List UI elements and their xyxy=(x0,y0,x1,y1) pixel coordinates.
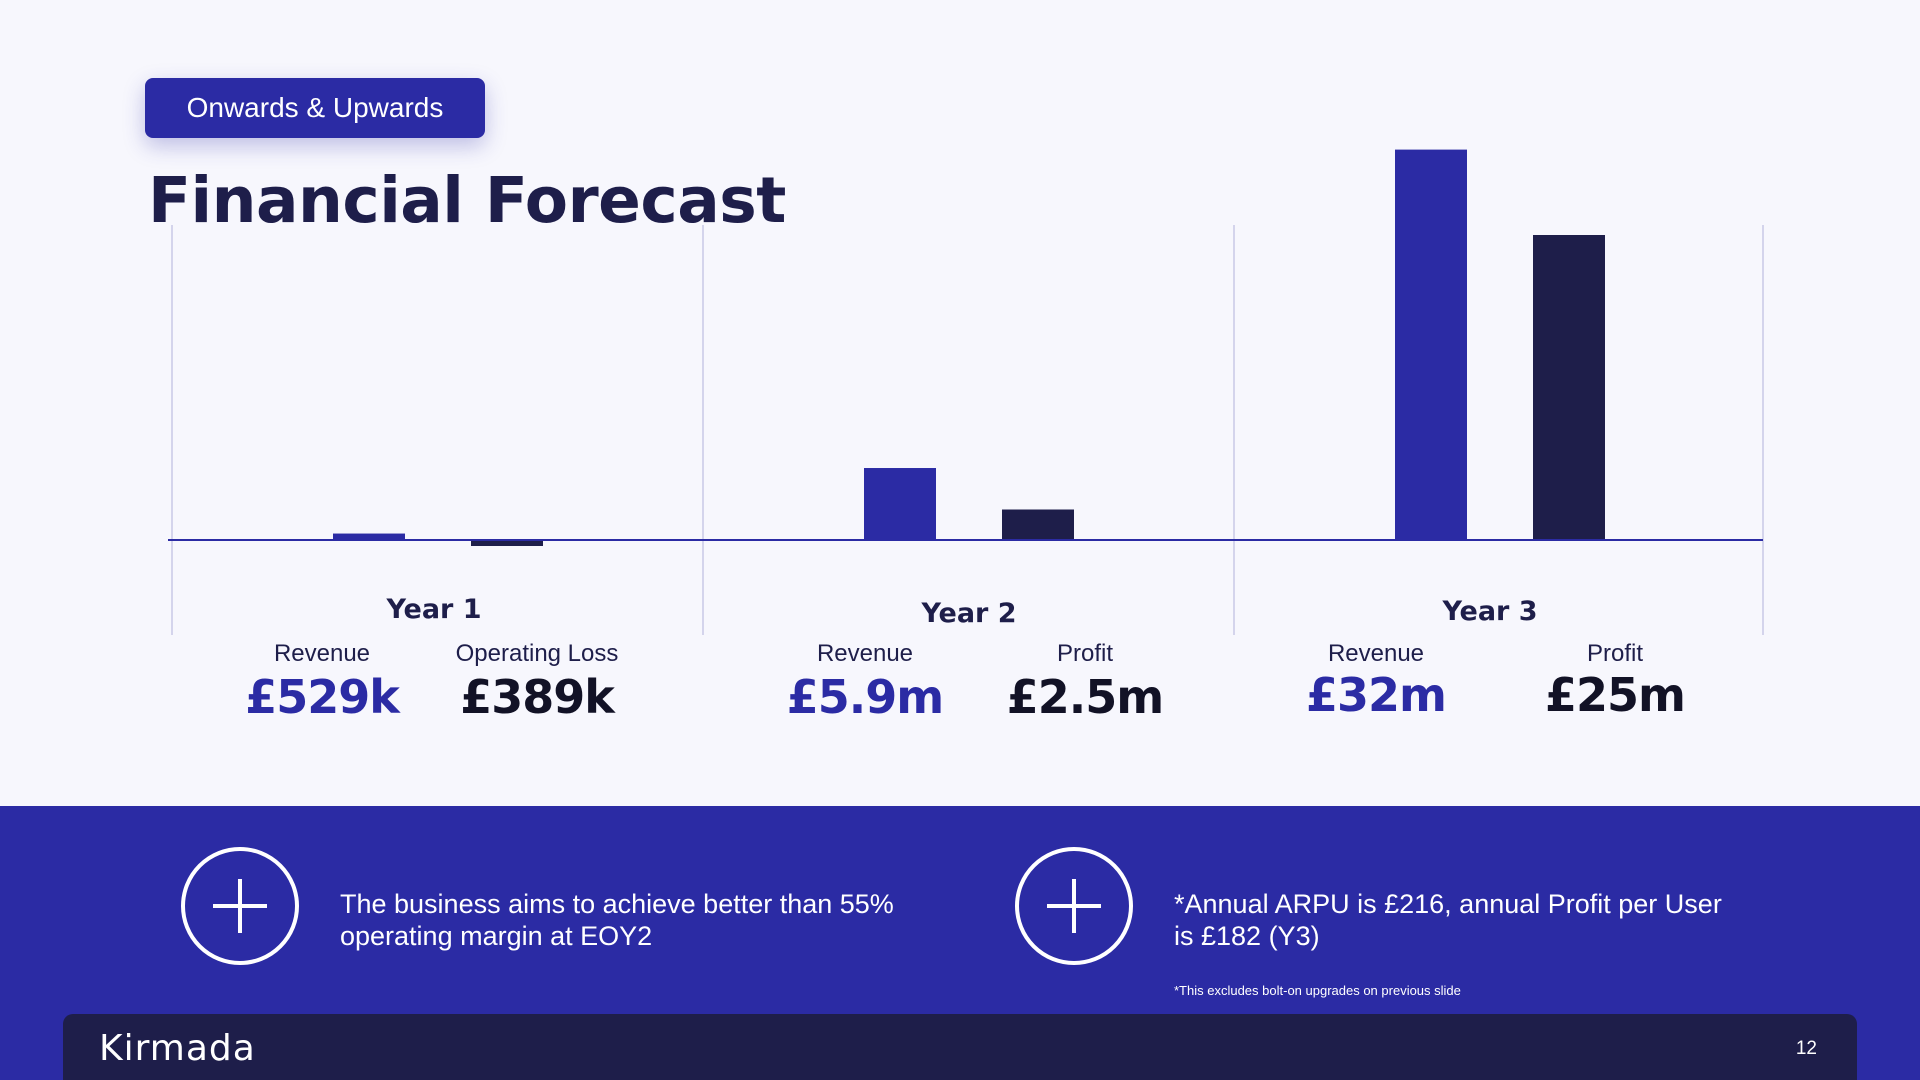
page-title: Financial Forecast xyxy=(148,164,786,237)
footnote: *This excludes bolt-on upgrades on previ… xyxy=(1174,983,1461,998)
bar-profit-year-2 xyxy=(1002,509,1074,540)
metric-label: Operating Loss xyxy=(455,640,619,667)
year-label: Year 3 xyxy=(1442,596,1538,627)
bar-profit-year-1 xyxy=(471,540,543,546)
kirmada-logo: Kirmada xyxy=(99,1028,256,1069)
logo-text: Kirmada xyxy=(99,1028,256,1069)
year-label: Year 1 xyxy=(386,594,482,625)
metric-value: £389k xyxy=(460,670,615,724)
financial-forecast-chart xyxy=(168,149,1764,635)
bar-profit-year-3 xyxy=(1533,235,1605,540)
section-tag: Onwards & Upwards xyxy=(145,78,485,138)
metric-label: Profit xyxy=(1586,640,1644,667)
page-number: 12 xyxy=(1795,1038,1817,1059)
metric-value: £25m xyxy=(1545,668,1686,722)
plus-circle-icon xyxy=(1015,847,1133,965)
note-arpu: *Annual ARPU is £216, annual Profit per … xyxy=(1174,889,1722,951)
footer-bar: Kirmada 12 xyxy=(63,1014,1857,1080)
metric-label: Revenue xyxy=(1327,640,1425,667)
metric-value: £2.5m xyxy=(1006,670,1164,724)
bar-revenue-year-2 xyxy=(864,468,936,540)
metric-label: Revenue xyxy=(273,640,371,667)
metric-value: £5.9m xyxy=(786,670,944,724)
metric-value: £529k xyxy=(245,670,400,724)
note-operating-margin: The business aims to achieve better than… xyxy=(340,889,894,951)
bar-revenue-year-3 xyxy=(1395,149,1467,540)
metric-label: Profit xyxy=(1056,640,1114,667)
metric-label: Revenue xyxy=(816,640,914,667)
metric-value: £32m xyxy=(1306,668,1447,722)
bar-revenue-year-1 xyxy=(333,533,405,540)
plus-circle-icon xyxy=(181,847,299,965)
year-label: Year 2 xyxy=(921,598,1017,629)
